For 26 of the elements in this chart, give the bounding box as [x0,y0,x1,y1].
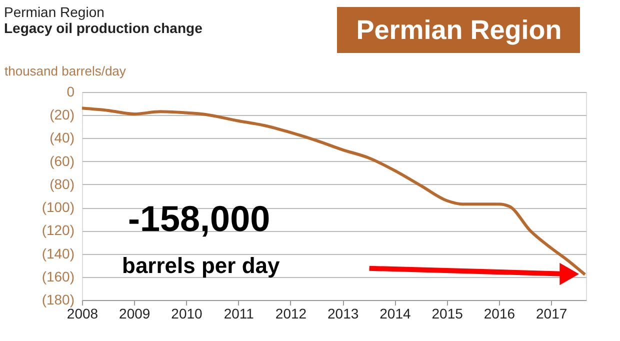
y-tick-label: (140) [42,245,74,262]
chart-subtitle: Legacy oil production change [4,20,203,36]
line-series [80,106,586,276]
x-tick-label: 2012 [275,306,307,322]
y-tick-label: (40) [50,130,74,146]
y-tick-label: (100) [42,199,74,216]
x-tick-label: 2011 [224,306,254,322]
x-tick-label: 2014 [380,306,411,322]
text: Permian Region [356,15,562,45]
y-tick-label: (120) [42,222,74,238]
y-tick-label: (60) [50,152,74,169]
x-tick-label: 2010 [171,306,203,322]
y-axis-title: thousand barrels/day [4,64,126,78]
y-tick-label: (20) [50,106,74,123]
annotation: -158,000 [128,198,270,239]
y-tick-label: (160) [42,268,74,284]
x-tick-label: 2016 [484,306,516,322]
y-tick-label: 0 [66,84,75,100]
x-tick-label: 2017 [536,306,568,322]
chart-title: Permian Region [4,4,104,20]
x-tick-label: 2015 [432,306,464,322]
annotation: barrels per day [122,253,281,278]
y-tick-label: (80) [50,176,74,192]
x-tick-label: 2013 [328,306,359,322]
y-tick-label: (180) [42,292,74,308]
x-tick-label: 2009 [119,306,150,322]
